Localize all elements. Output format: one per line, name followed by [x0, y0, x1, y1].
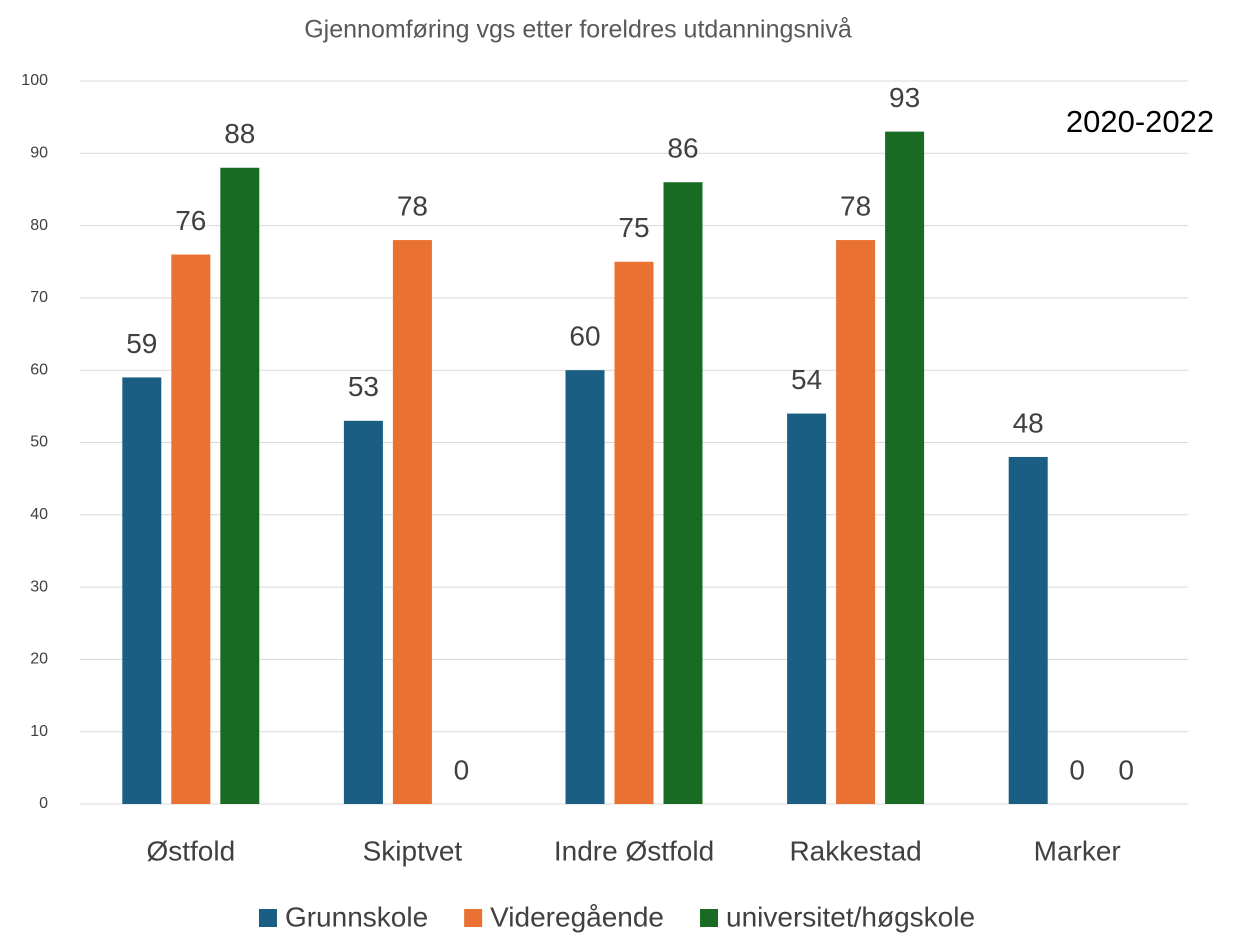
y-tick-label: 0 — [39, 795, 48, 812]
x-tick-label: Østfold — [146, 835, 235, 866]
data-label: 75 — [618, 212, 649, 243]
data-label: 59 — [126, 328, 157, 359]
data-label: 0 — [454, 754, 470, 785]
y-tick-label: 70 — [30, 289, 48, 306]
bar — [663, 182, 703, 805]
bar — [343, 420, 383, 804]
data-label: 93 — [889, 82, 920, 113]
data-label: 60 — [569, 321, 600, 352]
y-tick-label: 60 — [30, 361, 48, 378]
bar — [565, 370, 605, 804]
bar — [885, 131, 925, 805]
y-tick-label: 80 — [30, 217, 48, 234]
bar — [1008, 456, 1048, 804]
data-label: 53 — [348, 371, 379, 402]
legend-label: universitet/høgskole — [726, 901, 975, 932]
bar — [171, 254, 211, 804]
data-label: 0 — [1118, 754, 1134, 785]
data-label: 88 — [224, 118, 255, 149]
x-tick-label: Skiptvet — [363, 835, 463, 866]
legend-swatch — [700, 909, 719, 927]
bar — [392, 240, 432, 804]
y-tick-label: 90 — [30, 145, 48, 162]
bar — [787, 413, 827, 804]
data-label: 78 — [840, 190, 871, 221]
legend-label: Grunnskole — [285, 901, 428, 932]
x-tick-label: Indre Østfold — [554, 835, 714, 866]
data-label: 86 — [667, 133, 698, 164]
annotation: 2020-2022 — [1066, 104, 1214, 139]
bar — [122, 377, 162, 804]
y-tick-label: 50 — [30, 434, 48, 451]
legend-swatch — [258, 909, 277, 927]
y-tick-label: 100 — [21, 72, 48, 89]
bar — [220, 167, 260, 804]
y-tick-label: 30 — [30, 578, 48, 595]
bar — [836, 240, 876, 804]
bar — [614, 261, 654, 804]
data-label: 78 — [397, 190, 428, 221]
y-tick-label: 10 — [30, 723, 48, 740]
x-tick-label: Marker — [1034, 835, 1121, 866]
y-tick-label: 20 — [30, 651, 48, 668]
legend-label: Videregående — [490, 901, 664, 932]
y-tick-label: 40 — [30, 506, 48, 523]
data-label: 48 — [1013, 407, 1044, 438]
legend-swatch — [464, 909, 483, 927]
data-label: 76 — [175, 205, 206, 236]
data-label: 0 — [1069, 754, 1085, 785]
x-tick-label: Rakkestad — [789, 835, 921, 866]
chart-title: Gjennomføring vgs etter foreldres utdann… — [304, 16, 852, 44]
data-label: 54 — [791, 364, 822, 395]
